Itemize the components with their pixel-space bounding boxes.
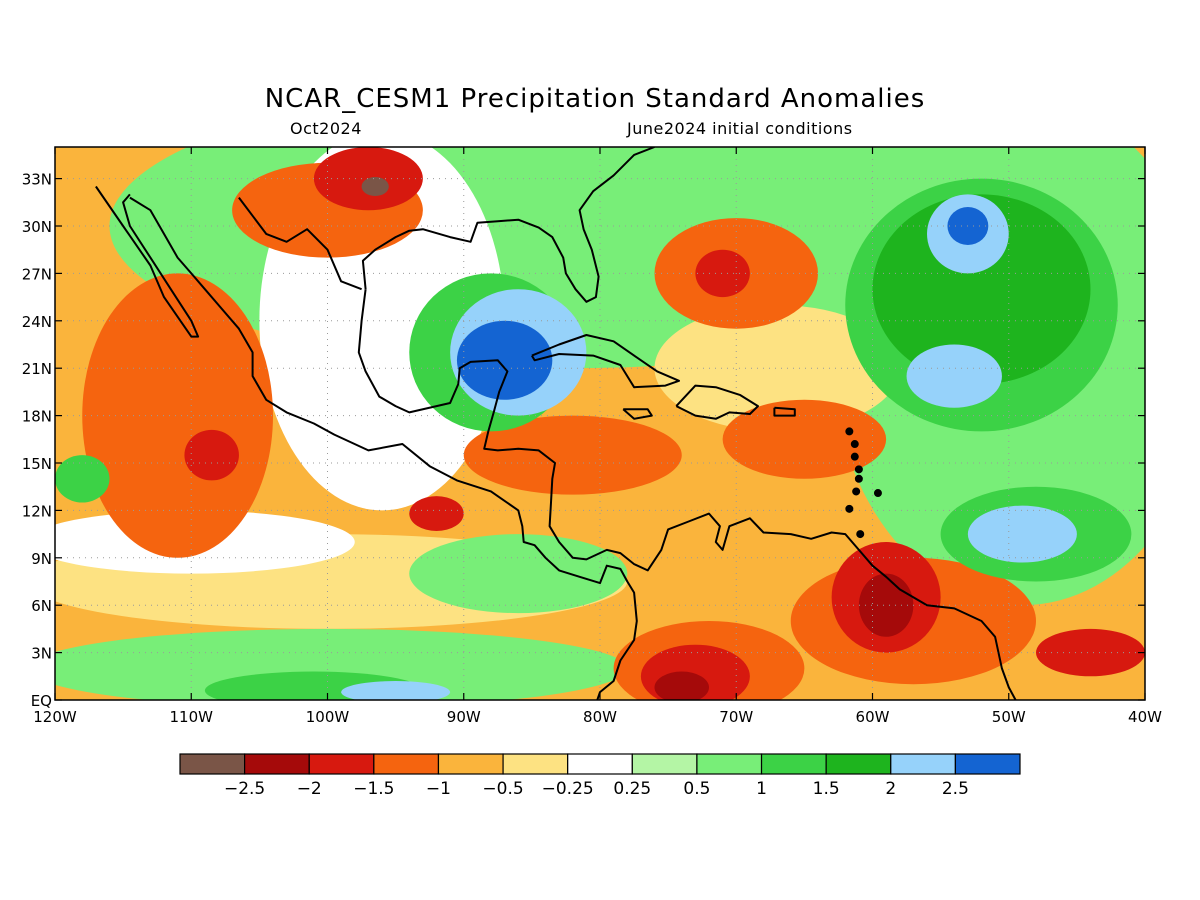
valid-month-label: Oct2024: [290, 119, 362, 138]
colorbar-swatch: [890, 753, 956, 775]
colorbar-label: −2: [297, 779, 322, 799]
colorbar-swatch: [308, 753, 375, 775]
colorbar-label: 0.5: [683, 779, 710, 799]
colorbar-label: 2.5: [942, 779, 969, 799]
coastline: [129, 196, 638, 700]
colorbar-swatch: [244, 753, 310, 775]
anomaly-region: [82, 273, 273, 558]
coastline: [95, 185, 200, 338]
lon-tick-label: 90W: [447, 708, 481, 726]
anomaly-region: [184, 429, 239, 481]
island-mark: [845, 504, 854, 513]
lon-tick-label: 110W: [170, 708, 214, 726]
anomaly-region: [463, 415, 682, 495]
island-mark: [856, 530, 865, 539]
colorbar-label: −1: [426, 779, 451, 799]
lat-tick-label: 30N: [22, 218, 52, 236]
island-mark: [850, 452, 859, 461]
lon-tick-label: 40W: [1128, 708, 1162, 726]
island-mark: [854, 465, 863, 474]
lon-tick-label: 70W: [719, 708, 753, 726]
anomaly-band: [55, 628, 628, 700]
anomaly-region: [967, 505, 1077, 563]
coastline: [357, 289, 1017, 700]
colorbar-swatch: [954, 753, 1021, 775]
coastline: [238, 196, 362, 291]
lat-tick-label: 18N: [22, 408, 52, 426]
colorbar-label: −1.5: [353, 779, 394, 799]
lon-tick-label: 80W: [583, 708, 617, 726]
anomaly-region: [361, 177, 389, 196]
anomaly-region: [654, 671, 709, 700]
coastline: [361, 147, 655, 303]
colorbar-swatch: [631, 753, 698, 775]
colorbar-swatch: [437, 753, 504, 775]
coastline: [675, 384, 759, 420]
colorbar-label: 2: [885, 779, 896, 799]
colorbar-swatch: [502, 753, 569, 775]
colorbar-swatch: [179, 753, 246, 775]
lat-tick-label: 12N: [22, 502, 52, 520]
coastlines: [95, 147, 1017, 700]
anomaly-region: [858, 573, 914, 637]
colorbar-label: 1: [756, 779, 767, 799]
lat-lon-grid: [55, 147, 1145, 700]
map-title: NCAR_CESM1 Precipitation Standard Anomal…: [264, 84, 926, 114]
colorbar-label: −0.25: [542, 779, 594, 799]
anomaly-region: [1036, 628, 1145, 677]
island-mark: [850, 440, 859, 449]
colorbar-swatch: [825, 753, 892, 775]
lat-tick-label: 24N: [22, 313, 52, 331]
colorbar: −2.5 −2 −1.5 −1 −0.5 −0.25 0.25 0.5 1 1.5 2 2.5: [179, 753, 1021, 799]
lat-tick-label: 33N: [22, 171, 52, 189]
lon-tick-label: 60W: [856, 708, 890, 726]
lat-tick-label: 9N: [31, 550, 52, 568]
colorbar-swatch: [696, 753, 763, 775]
colorbar-label: −2.5: [224, 779, 265, 799]
island-mark: [873, 489, 882, 498]
island-mark: [852, 487, 861, 496]
coastline: [622, 408, 653, 420]
colorbar-swatch: [567, 753, 633, 775]
colorbar-label: 0.25: [613, 779, 651, 799]
colorbar-label: −0.5: [482, 779, 523, 799]
lat-tick-label: 27N: [22, 265, 52, 283]
lat-tick-label: 21N: [22, 360, 52, 378]
init-conditions-label: June2024 initial conditions: [627, 119, 853, 138]
anomaly-region: [456, 320, 553, 400]
anomaly-field: [55, 147, 1145, 700]
lon-tick-label: 50W: [992, 708, 1026, 726]
colorbar-swatch: [760, 753, 827, 775]
coastline: [773, 406, 796, 417]
island-mark: [854, 474, 863, 483]
anomaly-region: [872, 194, 1091, 384]
lat-tick-label: EQ: [31, 692, 52, 710]
coastline: [531, 334, 680, 389]
anomaly-band: [654, 305, 900, 432]
colorbar-label: 1.5: [813, 779, 840, 799]
colorbar-swatch: [373, 753, 440, 775]
lat-tick-label: 6N: [31, 597, 52, 615]
anomaly-region: [55, 455, 110, 503]
anomaly-region: [409, 496, 464, 531]
anomaly-region: [341, 681, 451, 700]
island-mark: [845, 427, 854, 436]
lon-tick-label: 120W: [33, 708, 77, 726]
anomaly-band: [409, 534, 628, 614]
anomaly-region: [906, 344, 1002, 408]
lon-tick-label: 100W: [306, 708, 350, 726]
anomaly-region: [722, 399, 887, 479]
lat-tick-label: 3N: [31, 645, 52, 663]
lat-tick-label: 15N: [22, 455, 52, 473]
